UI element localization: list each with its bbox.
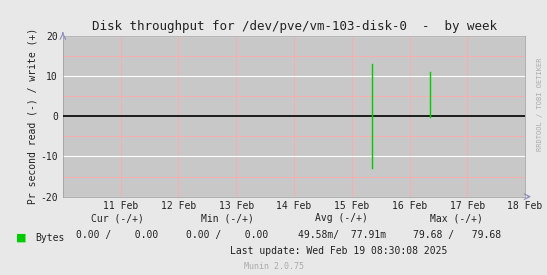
Text: ■: ■ bbox=[16, 233, 27, 243]
Text: RRDTOOL / TOBI OETIKER: RRDTOOL / TOBI OETIKER bbox=[537, 58, 543, 151]
Text: Max (-/+): Max (-/+) bbox=[430, 213, 483, 223]
Text: Bytes: Bytes bbox=[36, 233, 65, 243]
Text: Last update: Wed Feb 19 08:30:08 2025: Last update: Wed Feb 19 08:30:08 2025 bbox=[230, 246, 448, 256]
Text: Min (-/+): Min (-/+) bbox=[201, 213, 253, 223]
Text: Munin 2.0.75: Munin 2.0.75 bbox=[243, 262, 304, 271]
Title: Disk throughput for /dev/pve/vm-103-disk-0  -  by week: Disk throughput for /dev/pve/vm-103-disk… bbox=[91, 20, 497, 33]
Text: 79.68 /   79.68: 79.68 / 79.68 bbox=[412, 230, 501, 240]
Text: 0.00 /    0.00: 0.00 / 0.00 bbox=[186, 230, 268, 240]
Text: 0.00 /    0.00: 0.00 / 0.00 bbox=[77, 230, 159, 240]
Text: Avg (-/+): Avg (-/+) bbox=[316, 213, 368, 223]
Y-axis label: Pr second read (-) / write (+): Pr second read (-) / write (+) bbox=[28, 28, 38, 204]
Text: 49.58m/  77.91m: 49.58m/ 77.91m bbox=[298, 230, 386, 240]
Text: Cur (-/+): Cur (-/+) bbox=[91, 213, 144, 223]
